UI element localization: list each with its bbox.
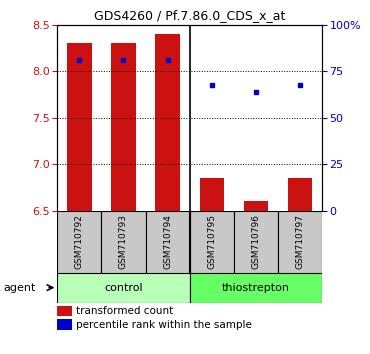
Bar [67,43,91,211]
Bar [288,178,312,211]
Text: control: control [104,282,143,293]
Text: GSM710794: GSM710794 [163,214,172,269]
Bar [278,211,322,273]
Bar [57,306,72,316]
Bar [199,178,224,211]
Bar [189,211,234,273]
Bar [145,211,189,273]
Bar [57,319,72,330]
Title: GDS4260 / Pf.7.86.0_CDS_x_at: GDS4260 / Pf.7.86.0_CDS_x_at [94,9,285,22]
Bar [155,34,180,211]
Bar [57,211,101,273]
Bar [189,273,322,303]
Bar [101,211,145,273]
Bar [234,211,278,273]
Text: GSM710796: GSM710796 [251,214,260,269]
Text: GSM710797: GSM710797 [295,214,305,269]
Bar [243,201,268,211]
Text: agent: agent [4,282,36,293]
Bar [57,273,189,303]
Bar [111,43,136,211]
Text: transformed count: transformed count [76,306,173,316]
Text: percentile rank within the sample: percentile rank within the sample [76,320,252,330]
Text: GSM710793: GSM710793 [119,214,128,269]
Text: GSM710792: GSM710792 [75,214,84,269]
Text: thiostrepton: thiostrepton [222,282,290,293]
Text: GSM710795: GSM710795 [207,214,216,269]
